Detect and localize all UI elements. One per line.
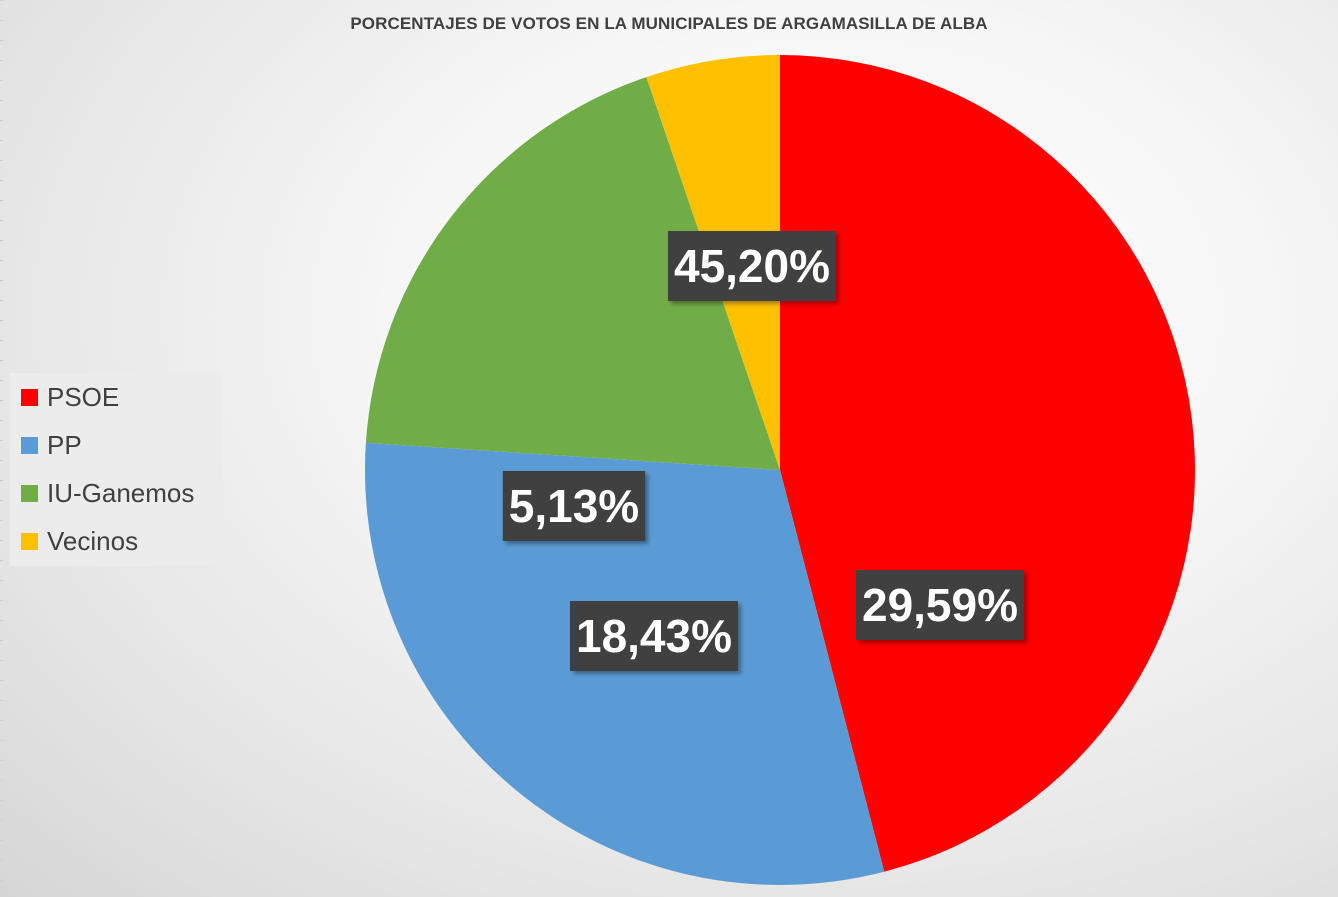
legend-swatch-pp [21,436,38,454]
data-label-psoe: 45,20% [667,231,837,301]
data-label-text: 18,43% [576,610,732,662]
legend-item-psoe: PSOE [21,382,119,412]
legend-label-pp: PP [47,429,82,460]
pie-slice-psoe [780,55,1196,872]
worksheet-edge [0,0,3,897]
legend-item-iu-ganemos: IU-Ganemos [21,478,194,508]
pie-slice-iu-ganemos [365,77,780,471]
data-label-text: 45,20% [674,240,830,292]
data-label-box [569,601,739,671]
data-label-iu-ganemos: 18,43% [569,601,739,671]
legend-item-vecinos: Vecinos [21,526,138,556]
data-label-box [855,570,1025,640]
data-label-box [667,231,837,301]
legend-swatch-iu-ganemos [21,484,38,502]
legend-label-psoe: PSOE [47,381,120,412]
chart-title: PORCENTAJES DE VOTOS EN LA MUNICIPALES D… [350,14,988,33]
legend-label-vecinos: Vecinos [47,525,139,556]
data-label-text: 5,13% [509,480,639,532]
legend-label-iu-ganemos: IU-Ganemos [47,477,195,508]
chart-legend: PSOE PP IU-Ganemos Vecinos [10,373,222,566]
data-label-vecinos: 5,13% [502,471,646,541]
data-label-text: 29,59% [862,579,1018,631]
data-label-box [502,471,646,541]
legend-swatch-psoe [21,388,38,406]
legend-swatch-vecinos [21,532,38,550]
data-label-pp: 29,59% [855,570,1025,640]
legend-item-pp: PP [21,430,82,460]
